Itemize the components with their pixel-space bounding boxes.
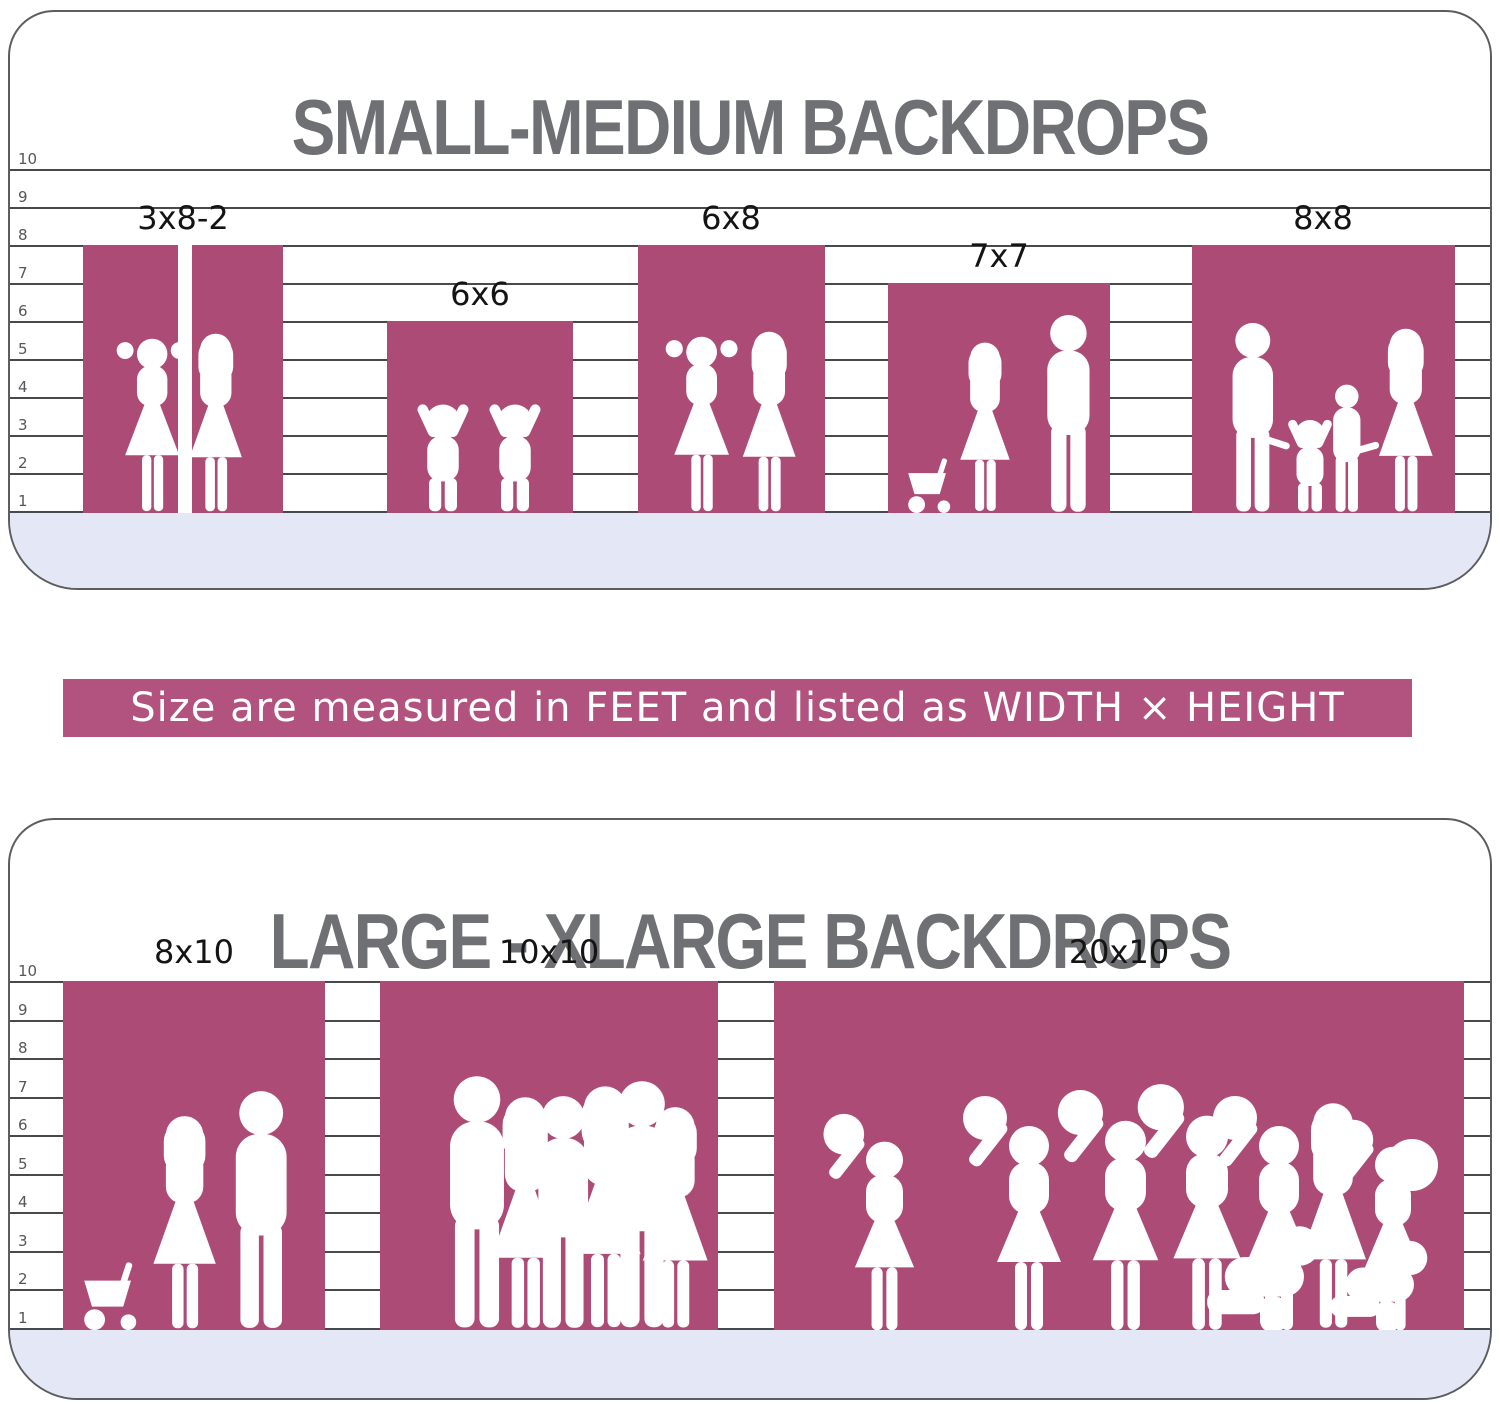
- axis-tick: 7: [18, 264, 28, 282]
- axis-tick: 5: [18, 1155, 28, 1173]
- axis-tick: 4: [18, 1193, 28, 1211]
- size-label-6x6: 6x6: [450, 275, 510, 313]
- gridline-5ft: 5: [10, 1155, 1490, 1176]
- axis-tick: 4: [18, 378, 28, 396]
- gridline-1ft: 1: [10, 1309, 1490, 1330]
- large-xlarge-panel: LARGE - XLARGE BACKDROPS 10 9 8 7 6 5 4 …: [8, 818, 1492, 1400]
- group-of-adults-silhouette-icon: [450, 1076, 708, 1328]
- gridline-9ft: 9: [10, 1001, 1490, 1022]
- backdrop-20x10: [774, 981, 1464, 1330]
- gridline-3ft: 3: [10, 1232, 1490, 1253]
- backdrop-10x10: [380, 981, 718, 1330]
- gridline-6ft: 6: [10, 1116, 1490, 1137]
- axis-tick: 7: [18, 1078, 28, 1096]
- axis-tick: 10: [18, 962, 38, 980]
- woman-stroller-man-silhouette-icon: [908, 314, 1090, 513]
- size-label-3x8-2: 3x8-2: [137, 199, 229, 237]
- axis-tick: 5: [18, 340, 28, 358]
- axis-tick: 2: [18, 454, 28, 472]
- two-girls-silhouette-icon: [665, 331, 796, 512]
- woman-stroller-man-silhouette-icon: [84, 1091, 287, 1330]
- size-label-7x7: 7x7: [969, 237, 1029, 275]
- size-label-8x8: 8x8: [1293, 199, 1353, 237]
- gridline-10ft: 10: [10, 150, 1490, 171]
- backdrop-3x8-2: [83, 245, 283, 513]
- axis-tick: 3: [18, 1232, 28, 1250]
- floor-band: [10, 513, 1490, 588]
- axis-tick: 8: [18, 226, 28, 244]
- size-label-10x10: 10x10: [498, 933, 600, 971]
- size-label-20x10: 20x10: [1068, 933, 1170, 971]
- gridline-10ft: 10: [10, 962, 1490, 983]
- floor-band: [10, 1330, 1490, 1398]
- axis-tick: 2: [18, 1270, 28, 1288]
- backdrop-7x7: [888, 283, 1110, 513]
- gridline-7ft: 7: [10, 1078, 1490, 1099]
- axis-tick: 8: [18, 1039, 28, 1057]
- gridline-8ft: 8: [10, 1039, 1490, 1060]
- axis-tick: 1: [18, 492, 28, 510]
- large-xlarge-title: LARGE - XLARGE BACKDROPS: [269, 897, 1232, 986]
- backdrop-8x8: [1192, 245, 1455, 513]
- size-note-text: Size are measured in FEET and listed as …: [130, 685, 1345, 731]
- small-medium-title: SMALL-MEDIUM BACKDROPS: [291, 83, 1210, 172]
- gridline-2ft: 2: [10, 1270, 1490, 1291]
- backdrop-6x6: [387, 321, 573, 513]
- axis-tick: 1: [18, 1309, 28, 1327]
- two-toddlers-silhouette-icon: [415, 402, 543, 512]
- axis-tick: 10: [18, 150, 38, 168]
- cheerleading-squad-silhouette-icon: [823, 1084, 1438, 1330]
- backdrop-8x10: [63, 981, 325, 1330]
- axis-tick: 9: [18, 1001, 28, 1019]
- family-of-four-silhouette-icon: [1232, 322, 1433, 512]
- size-label-6x8: 6x8: [701, 199, 761, 237]
- backdrop-6x8: [638, 245, 825, 513]
- gridline-9ft: 9: [10, 188, 1490, 209]
- size-label-8x10: 8x10: [153, 933, 235, 971]
- gridline-4ft: 4: [10, 1193, 1490, 1214]
- axis-tick: 6: [18, 302, 28, 320]
- panel-gap: [178, 245, 192, 513]
- size-note-banner: Size are measured in FEET and listed as …: [63, 679, 1412, 737]
- axis-tick: 6: [18, 1116, 28, 1134]
- axis-tick: 3: [18, 416, 28, 434]
- small-medium-panel: SMALL-MEDIUM BACKDROPS 10 9 8 7 6 5 4 3 …: [8, 10, 1492, 590]
- axis-tick: 9: [18, 188, 28, 206]
